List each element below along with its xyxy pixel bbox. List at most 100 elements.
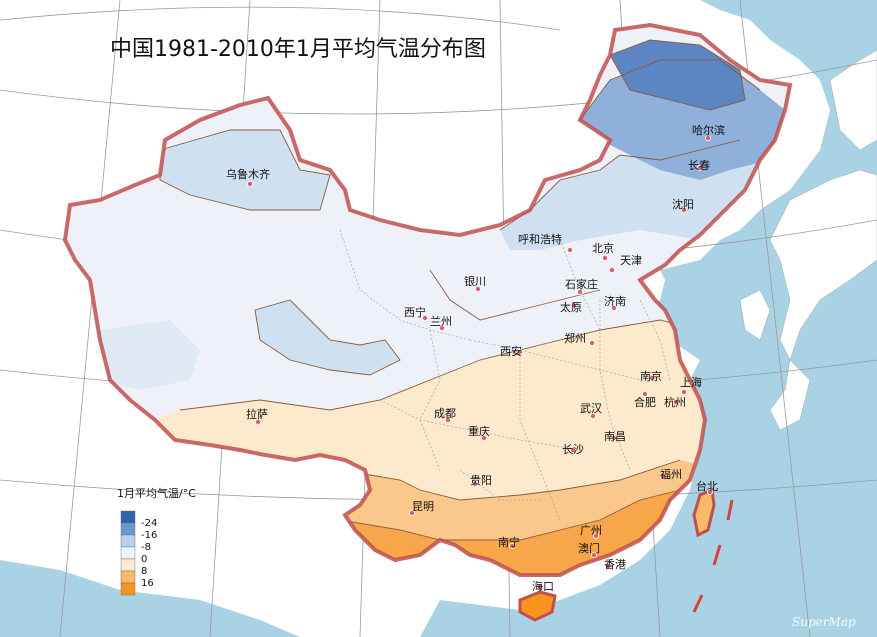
city-label: 合肥 xyxy=(634,395,656,409)
city-marker: 长春 xyxy=(688,159,710,172)
city-dot xyxy=(605,563,612,570)
legend-swatch xyxy=(120,582,136,596)
city-marker: 沈阳 xyxy=(672,197,694,213)
city-marker: 南宁 xyxy=(498,535,520,550)
city-dot xyxy=(611,434,618,441)
city-marker: 西安 xyxy=(500,344,524,358)
city-label: 重庆 xyxy=(468,424,490,438)
city-dot xyxy=(593,533,600,540)
city-marker: 太原 xyxy=(560,301,582,314)
city-dot xyxy=(480,434,487,441)
city-dot xyxy=(697,164,704,171)
city-dot xyxy=(508,543,515,550)
city-marker: 海口 xyxy=(532,579,554,593)
city-dot xyxy=(474,285,481,292)
legend-swatch xyxy=(120,546,136,560)
city-dot xyxy=(517,348,524,355)
city-dot xyxy=(602,254,609,261)
city-label: 昆明 xyxy=(412,500,434,513)
city-dot xyxy=(246,180,253,187)
legend-tick-label: -24 xyxy=(141,518,157,529)
city-label: 石家庄 xyxy=(565,277,598,291)
city-dot xyxy=(589,339,596,346)
legend-swatch xyxy=(120,534,136,548)
legend-swatch xyxy=(120,510,136,524)
city-label: 银川 xyxy=(464,274,486,288)
city-dot xyxy=(642,390,649,397)
city-label: 沈阳 xyxy=(672,197,694,211)
hainan-island xyxy=(518,590,557,622)
city-marker: 昆明 xyxy=(408,500,434,516)
city-marker: 呼和浩特 xyxy=(518,232,574,253)
city-label: 北京 xyxy=(592,241,614,255)
city-dot xyxy=(611,304,618,311)
city-marker: 上海 xyxy=(680,375,702,395)
city-label: 南宁 xyxy=(498,535,520,549)
city-marker: 石家庄 xyxy=(565,277,598,295)
city-dot xyxy=(471,480,478,487)
city-label: 南京 xyxy=(640,369,662,383)
city-label: 西安 xyxy=(500,344,522,358)
city-dot xyxy=(660,473,667,480)
city-label: 郑州 xyxy=(564,331,586,345)
city-label: 武汉 xyxy=(580,402,602,415)
city-label: 长沙 xyxy=(562,443,584,456)
city-marker: 成都 xyxy=(434,407,456,423)
city-marker: 郑州 xyxy=(564,331,596,346)
map-title: 中国1981-2010年1月平均气温分布图 xyxy=(110,37,486,62)
legend-title: 1月平均气温/°C xyxy=(117,486,196,500)
city-marker: 广州 xyxy=(580,524,602,540)
city-dot xyxy=(649,374,656,381)
city-label: 长春 xyxy=(688,159,710,172)
city-dot xyxy=(444,416,451,423)
city-label: 南昌 xyxy=(604,430,626,443)
city-dot xyxy=(609,266,616,273)
city-dot xyxy=(591,552,598,559)
city-marker: 西宁 xyxy=(404,305,428,321)
city-marker: 北京 xyxy=(592,241,614,261)
city-label: 贵阳 xyxy=(470,474,492,487)
city-dot xyxy=(673,398,680,405)
legend-tick-label: -8 xyxy=(141,542,151,553)
city-label: 太原 xyxy=(560,301,582,314)
city-label: 香港 xyxy=(604,558,626,571)
city-label: 成都 xyxy=(434,407,456,420)
city-marker: 澳门 xyxy=(578,541,600,559)
city-marker: 武汉 xyxy=(580,402,602,419)
sea-boundary-dashes xyxy=(692,499,734,613)
city-marker: 长沙 xyxy=(562,443,584,456)
city-marker: 台北 xyxy=(696,479,718,495)
legend-tick-label: 8 xyxy=(141,566,147,577)
legend-tick-label: -16 xyxy=(141,530,157,541)
city-label: 乌鲁木齐 xyxy=(226,167,270,181)
city-dot xyxy=(577,288,584,295)
city-label: 西宁 xyxy=(404,305,426,319)
city-marker: 乌鲁木齐 xyxy=(226,167,270,187)
city-marker: 贵阳 xyxy=(470,474,492,487)
city-label: 呼和浩特 xyxy=(518,232,562,246)
city-label: 广州 xyxy=(580,524,602,537)
supermap-watermark: SuperMap xyxy=(792,615,856,629)
city-dot xyxy=(408,509,415,516)
city-dot xyxy=(438,324,445,331)
city-dot xyxy=(254,418,261,425)
legend-swatch xyxy=(120,522,136,536)
city-label: 济南 xyxy=(604,294,626,308)
legend-tick-label: 0 xyxy=(141,554,147,565)
city-label: 上海 xyxy=(680,375,702,389)
city-dot xyxy=(537,584,544,591)
city-dot xyxy=(590,412,597,419)
city-marker: 合肥 xyxy=(634,390,656,409)
city-label: 台北 xyxy=(696,479,718,493)
city-dot xyxy=(681,206,688,213)
isotherms xyxy=(159,39,761,541)
city-label: 兰州 xyxy=(430,315,452,328)
city-marker: 南京 xyxy=(640,369,662,383)
city-dot xyxy=(705,134,712,141)
legend-swatch xyxy=(120,558,136,572)
